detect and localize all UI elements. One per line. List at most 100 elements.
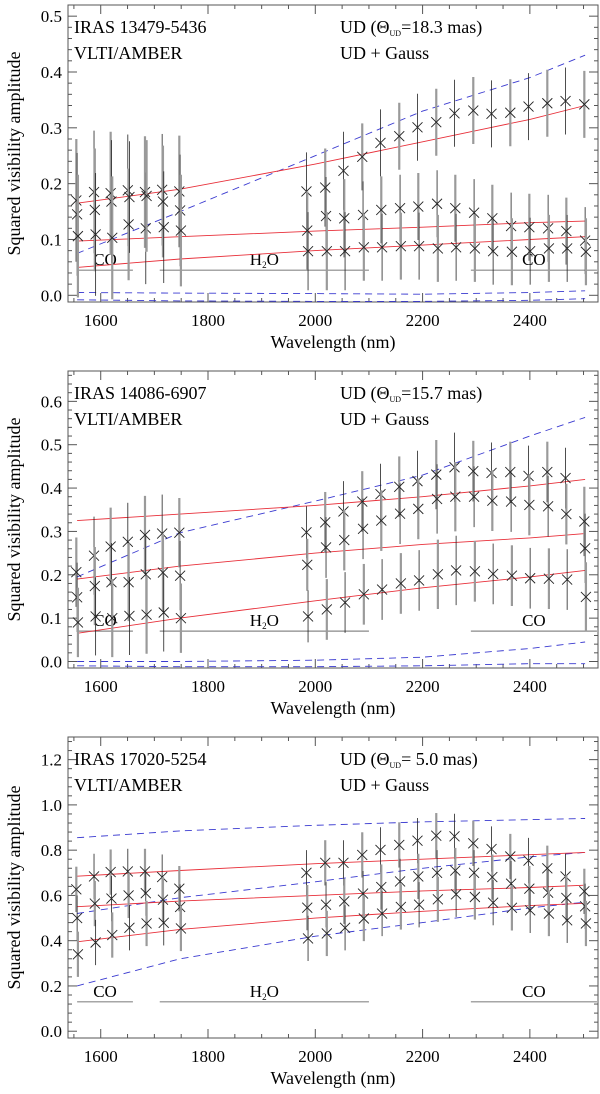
data-point — [88, 871, 100, 882]
data-point — [301, 225, 313, 236]
data-point — [524, 499, 535, 511]
ud-gauss-model-line — [77, 851, 586, 877]
data-point — [302, 245, 314, 257]
data-point — [338, 165, 349, 177]
data-point — [157, 196, 169, 207]
data-point — [72, 948, 84, 960]
data-point — [486, 108, 497, 120]
data-point — [394, 508, 406, 519]
y-tick-label: 1.2 — [41, 751, 62, 770]
x-tick-label: 2400 — [513, 311, 547, 330]
band-label-tail: O — [267, 611, 279, 630]
data-point — [523, 855, 534, 866]
data-point — [560, 472, 571, 484]
data-point — [356, 151, 368, 163]
ud-model-line — [76, 416, 586, 578]
data-point — [175, 225, 187, 236]
data-point — [141, 918, 152, 929]
x-tick-label: 1800 — [191, 677, 225, 696]
x-tick-label: 2400 — [513, 1047, 547, 1066]
data-point — [413, 575, 425, 586]
y-tick-label: 0.8 — [41, 841, 62, 860]
x-tick-label: 1600 — [84, 311, 118, 330]
data-point — [506, 570, 518, 581]
data-point — [467, 105, 479, 116]
ud-model-line — [76, 901, 586, 987]
data-point — [449, 491, 461, 503]
data-point — [339, 922, 351, 934]
data-point — [124, 610, 135, 622]
data-point — [543, 243, 555, 254]
y-tick-label: 0.5 — [41, 436, 62, 455]
ud-gauss-model-line — [77, 478, 586, 522]
y-tick-label: 0.4 — [41, 932, 63, 951]
data-point — [301, 902, 313, 913]
x-axis-label: Wavelength (nm) — [270, 332, 395, 353]
data-point — [579, 886, 590, 897]
legend-ud-gauss: UD + Gauss — [340, 775, 429, 795]
x-tick-label: 2400 — [513, 677, 547, 696]
data-point — [375, 204, 387, 216]
data-point — [72, 230, 84, 242]
data-point — [412, 121, 423, 133]
data-point — [338, 895, 350, 907]
x-tick-label: 2200 — [406, 1047, 440, 1066]
ud-gauss-model-line — [77, 569, 586, 634]
data-point — [158, 917, 170, 929]
y-tick-label: 0.0 — [41, 1022, 62, 1041]
data-point — [393, 130, 405, 142]
data-point — [412, 835, 423, 846]
plot-frame — [67, 736, 599, 1039]
y-tick-label: 0.4 — [41, 63, 63, 82]
data-point — [561, 508, 572, 520]
data-point — [467, 838, 479, 849]
data-point — [504, 107, 516, 119]
legend-ud-suffix: =15.7 mas) — [401, 383, 482, 404]
data-point — [432, 243, 444, 254]
data-point — [541, 97, 553, 109]
data-point — [89, 580, 101, 592]
y-axis-label: Squared visibility amplitude — [4, 418, 24, 622]
legend-ud-prefix: UD (Θ — [340, 383, 390, 404]
legend-ud-prefix: UD (Θ — [340, 17, 390, 38]
band-label: CO — [522, 611, 546, 630]
data-point — [139, 866, 151, 877]
data-point — [106, 232, 118, 244]
y-tick-label: 0.1 — [41, 230, 62, 249]
data-point — [122, 866, 134, 877]
legend-ud: UD (ΘUD= 5.0 mas) — [340, 749, 478, 770]
data-point — [376, 908, 388, 919]
band-label: H2O — [250, 982, 279, 1002]
ud-model-line — [77, 641, 586, 662]
band-label-sub: 2 — [262, 621, 267, 631]
band-label-main: H — [250, 982, 262, 1001]
data-point — [320, 899, 332, 911]
instrument-name: VLTI/AMBER — [74, 409, 182, 429]
data-point — [156, 871, 168, 883]
x-tick-label: 1600 — [84, 1047, 118, 1066]
data-point — [469, 565, 481, 577]
legend-ud: UD (ΘUD=15.7 mas) — [340, 383, 482, 404]
data-point — [579, 99, 590, 110]
legend-ud-sub: UD — [390, 29, 402, 38]
data-point — [71, 566, 82, 578]
x-tick-label: 2000 — [298, 311, 332, 330]
ud-model-line — [77, 663, 586, 668]
data-point — [412, 503, 424, 515]
data-point — [432, 569, 444, 580]
y-axis-label: Squared visibility amplitude — [4, 52, 24, 256]
data-point — [141, 190, 152, 202]
y-tick-label: 0.6 — [41, 392, 62, 411]
data-point — [560, 95, 571, 107]
panel-3: 1600 1800 2000 2200 2400 0.0 0.2 0.4 0.6 0.8 1.0 1.… — [4, 736, 599, 1089]
data-point — [173, 527, 185, 539]
data-point — [524, 572, 536, 584]
data-point — [158, 607, 170, 618]
data-point — [449, 831, 460, 842]
data-point — [561, 243, 573, 254]
ud-model-line — [77, 298, 586, 302]
data-point — [175, 923, 187, 934]
data-point — [375, 844, 386, 856]
data-point — [505, 496, 517, 507]
